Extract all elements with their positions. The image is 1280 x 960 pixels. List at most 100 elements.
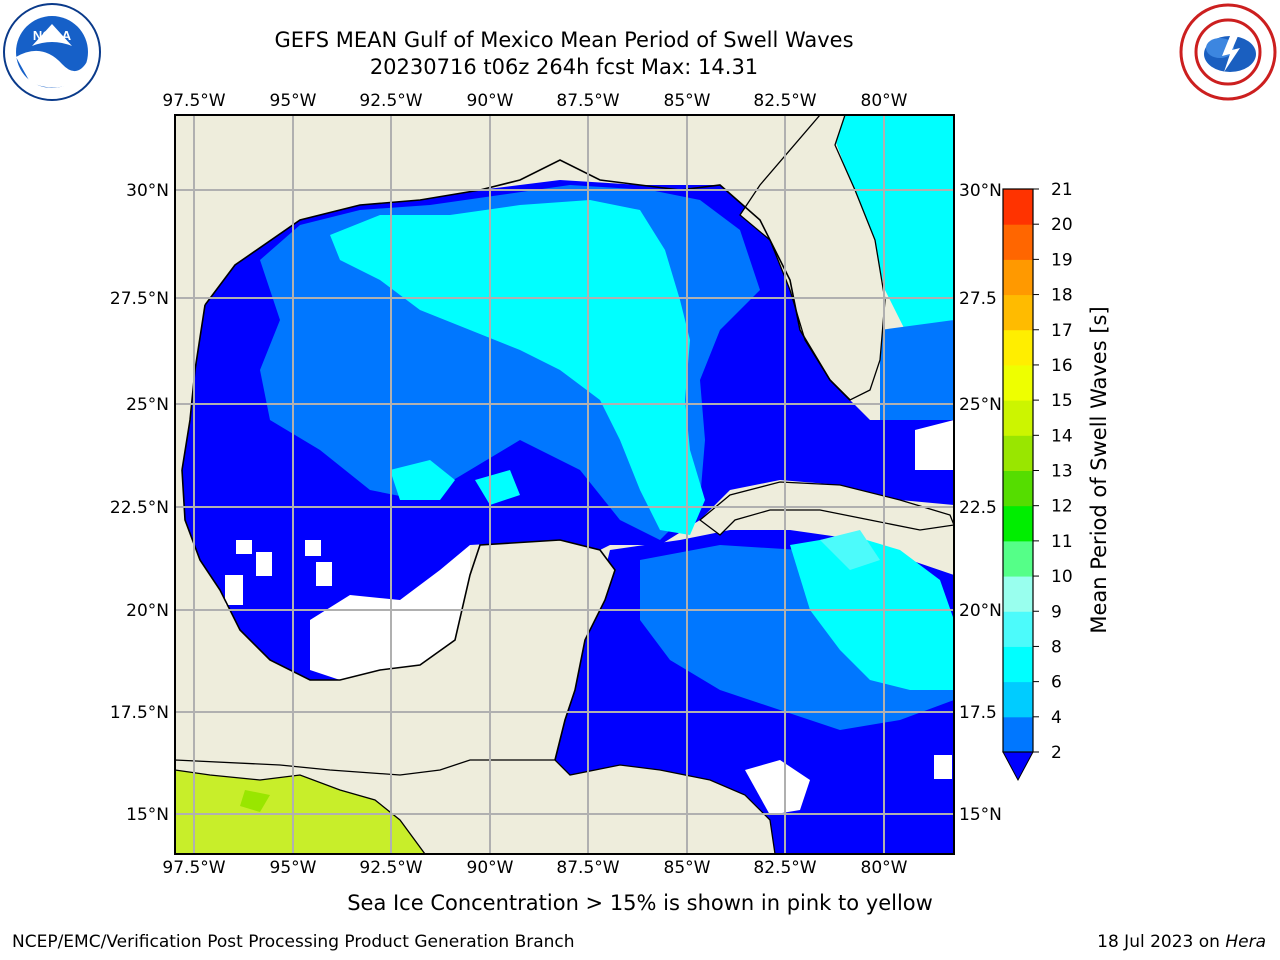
map-panel [175,115,954,854]
no-data-speck-3 [225,575,243,605]
colorbar-tick-label: 18 [1051,286,1073,306]
cuba-land [698,481,954,536]
florida-land [739,115,886,401]
lon-label: 92.5°W [359,858,422,878]
colorbar: 2 4 6 8 9 10 11 12 13 14 15 16 17 18 19 20 21 Mean Perio… [1002,180,1111,782]
colorbar-tick-label: 9 [1051,602,1062,622]
colorbar-segment [1003,189,1033,225]
lon-label: 90°W [467,858,514,878]
no-data-speck-4 [305,540,321,556]
colorbar-segment [1003,400,1033,436]
noaa-logo-text: NOAA [33,28,72,43]
lat-label: 27.5 [959,289,997,309]
cyan-patch-2 [475,470,520,505]
no-data-speck-5 [316,562,332,586]
colorbar-segment [1003,470,1033,507]
chart-subtitle: 20230716 t06z 264h fcst Max: 14.31 [369,55,759,79]
yucatan-land [420,540,615,760]
map-frame [174,114,955,855]
colorbar-segment [1003,364,1033,401]
cyan-band-gulf [330,200,705,535]
date-text: 18 Jul 2023 on [1097,932,1220,952]
no-data-west-cuba [915,420,954,470]
colorbar-tick-label: 20 [1051,215,1073,235]
no-data-honduras [745,760,810,815]
lat-label: 20°N [959,601,1002,621]
lon-label: 87.5°W [556,91,619,111]
colorbar-extend-triangle [1002,751,1034,782]
colorbar-segment [1003,646,1033,683]
lat-label: 15°N [126,805,169,825]
colorbar-segment [1003,329,1033,366]
colorbar-segment [1003,435,1033,471]
light-cyan-patch [820,530,880,570]
colorbar-tick-label: 6 [1051,673,1062,693]
colorbar-segment [1003,611,1033,647]
credit-text: NCEP/EMC/Verification Post Processing Pr… [12,932,575,952]
chart-title: GEFS MEAN Gulf of Mexico Mean Period of … [274,28,854,52]
lon-label: 85°W [664,91,711,111]
lon-label: 82.5°W [753,91,816,111]
colorbar-tick-label: 11 [1051,532,1073,552]
no-data-speck-6 [934,755,952,779]
atlantic-water [835,115,954,330]
gulf-coastline [181,159,851,761]
central-america-land [175,759,776,854]
lon-label: 97.5°W [162,91,225,111]
colorbar-segment [1003,259,1033,296]
lat-label: 20°N [126,601,169,621]
lon-labels-bottom: 97.5°W 95°W 92.5°W 90°W 87.5°W 85°W 82.5… [162,858,907,878]
date-credit: 18 Jul 2023 on Hera [1097,932,1266,952]
pacific-water [175,770,425,854]
lat-labels-left: 30°N 27.5°N 25°N 22.5°N 20°N 17.5°N 15°N [110,181,169,825]
lon-label: 95°W [270,858,317,878]
lon-label: 90°W [467,91,514,111]
colorbar-tick-label: 2 [1051,743,1062,763]
colorbar-segment [1003,716,1033,753]
colorbar-tick-label: 15 [1051,391,1073,411]
cyan-band-caribbean [790,535,954,690]
colorbar-segment [1003,576,1033,612]
lon-label: 87.5°W [556,858,619,878]
lat-label: 17.5 [959,703,997,723]
colorbar-tick-label: 19 [1051,250,1073,270]
lon-label: 92.5°W [359,91,422,111]
colorbar-segment [1003,505,1033,542]
colorbar-label: Mean Period of Swell Waves [s] [1087,306,1111,633]
lon-label: 95°W [270,91,317,111]
colorbar-segment [1003,224,1033,260]
lat-label: 30°N [959,181,1002,201]
colorbar-ticks: 2 4 6 8 9 10 11 12 13 14 15 16 17 18 19 20 21 [1033,180,1073,763]
lat-label: 15°N [959,805,1002,825]
colorbar-tick-label: 12 [1051,497,1073,517]
colorbar-tick-label: 14 [1051,426,1073,446]
machine-name: Hera [1225,932,1266,952]
pacific-green-patch [240,790,270,812]
lon-label: 80°W [861,858,908,878]
colorbar-segments [1003,189,1033,753]
colorbar-tick-label: 4 [1051,708,1062,728]
colorbar-tick-label: 17 [1051,321,1073,341]
colorbar-segment [1003,294,1033,331]
lat-label: 17.5°N [110,703,169,723]
colorbar-tick-label: 8 [1051,637,1062,657]
no-data-speck-2 [256,552,272,576]
lat-label: 25°N [959,395,1002,415]
colorbar-tick-label: 13 [1051,462,1073,482]
colorbar-segment [1003,681,1033,718]
colorbar-segment [1003,540,1033,577]
lat-label: 25°N [126,395,169,415]
lat-labels-right: 30°N 27.5 25°N 22.5 20°N 17.5 15°N [959,181,1002,825]
colorbar-tick-label: 21 [1051,180,1073,200]
lon-labels-top: 97.5°W 95°W 92.5°W 90°W 87.5°W 85°W 82.5… [162,91,907,111]
colorbar-tick-label: 10 [1051,567,1073,587]
noaa-emblem-icon: NOAA [3,3,101,101]
bahamas-water [880,320,954,420]
no-data-speck-1 [236,540,252,554]
lon-label: 97.5°W [162,858,225,878]
lon-label: 80°W [861,91,908,111]
lat-label: 27.5°N [110,289,169,309]
cyan-patch-1 [390,460,455,500]
lat-label: 22.5°N [110,498,169,518]
